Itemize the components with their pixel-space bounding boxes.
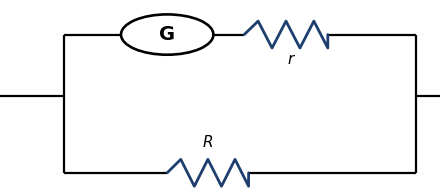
Text: G: G bbox=[159, 25, 175, 44]
Text: r: r bbox=[287, 52, 293, 67]
Text: R: R bbox=[202, 135, 213, 150]
